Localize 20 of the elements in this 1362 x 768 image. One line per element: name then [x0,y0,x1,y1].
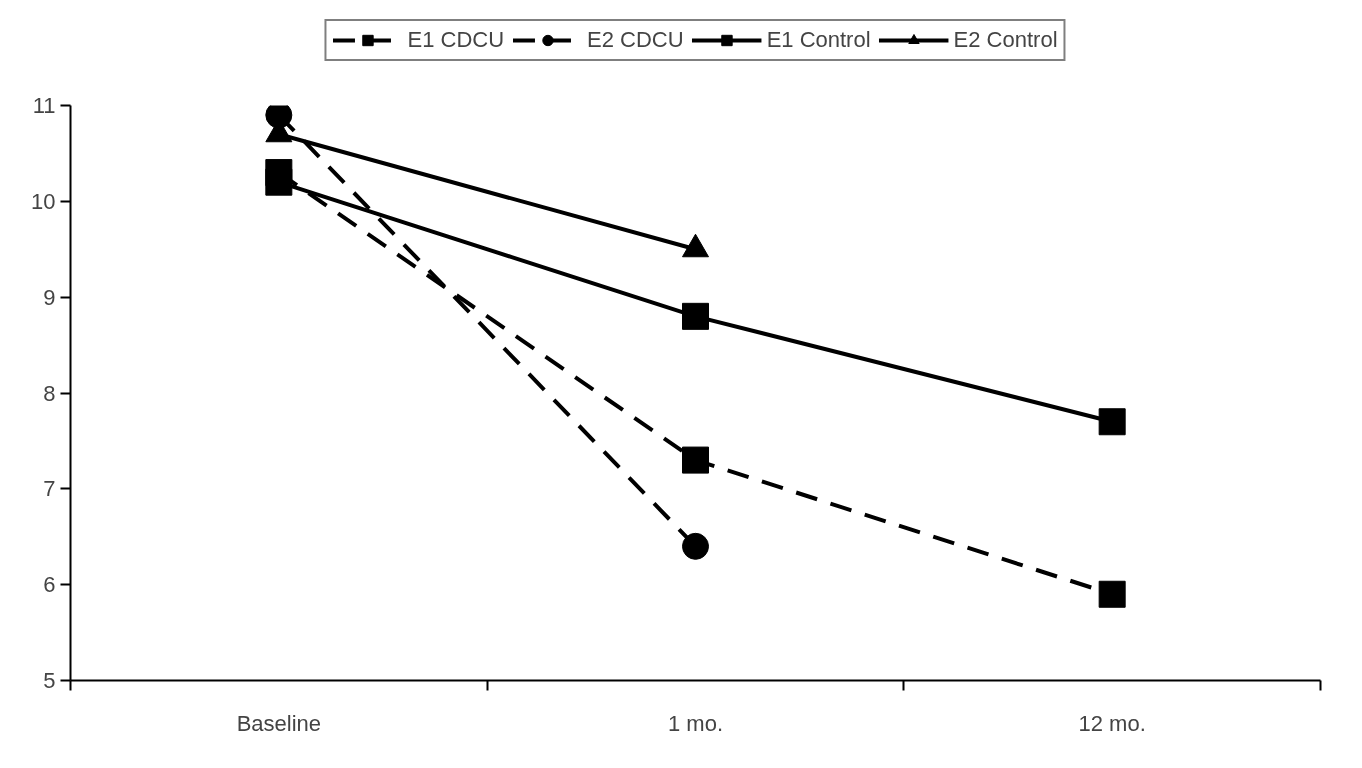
x-tick-label: 1 mo. [667,710,724,736]
legend-label: E1 Control [766,27,871,53]
y-tick-label: 11 [32,93,56,118]
y-tick-label: 8 [43,380,56,406]
x-tick-label: 12 mo. [1078,710,1146,736]
legend-label: E2 CDCU [587,27,684,53]
point [1098,580,1126,608]
point [682,446,709,474]
point [1098,408,1126,436]
y-tick-label: 7 [43,476,56,502]
y-tick-label: 10 [31,188,56,214]
legend-label: E2 Control [953,27,1058,53]
x-tick-label: Baseline [236,710,322,736]
point [682,532,709,560]
y-tick-label: 9 [43,284,56,310]
point [265,159,293,187]
y-tick-label: 6 [43,572,56,598]
point [682,302,709,330]
legend-label: E1 CDCU [407,27,505,53]
y-tick-label: 5 [43,668,56,693]
